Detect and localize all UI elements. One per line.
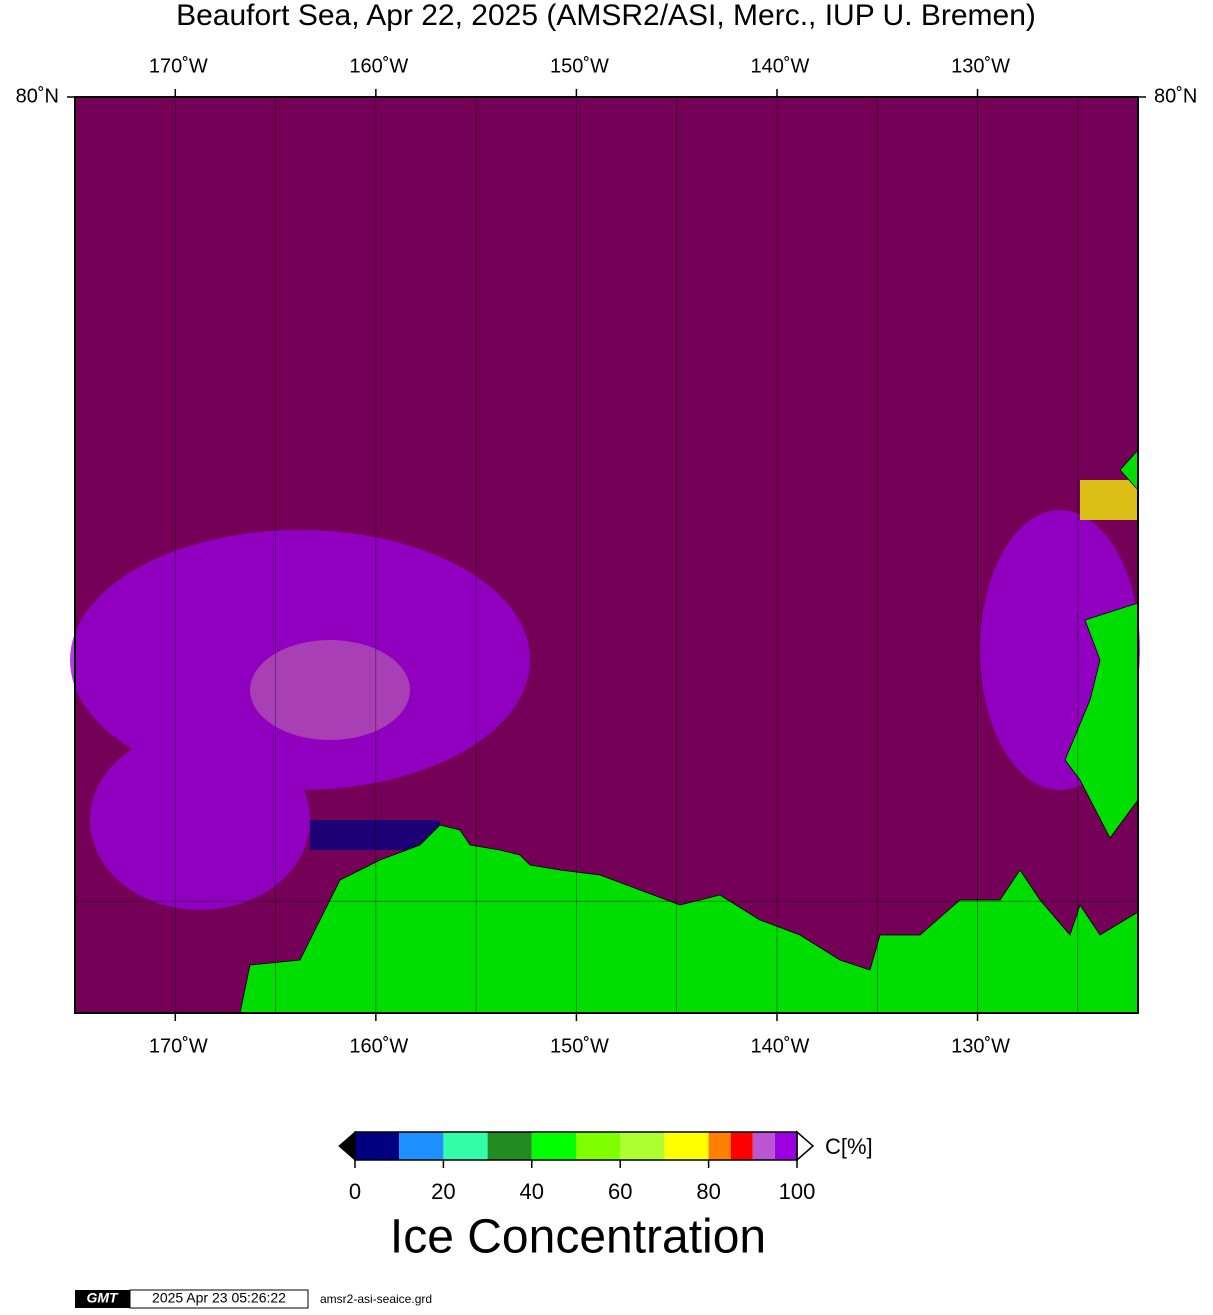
gmt-logo-box (75, 1290, 130, 1308)
land (239, 448, 1139, 1014)
colorbar: 0 20 40 60 80 100 (338, 1130, 816, 1204)
colorbar-low-arrow (338, 1130, 356, 1162)
ice-patch (1080, 480, 1138, 520)
ice-patch (90, 730, 310, 910)
file-name: amsr2-asi-seaice.grd (320, 1292, 432, 1306)
colorbar-bin (531, 1132, 576, 1160)
colorbar-unit: C[%] (825, 1134, 873, 1159)
colorbar-tick-label: 0 (349, 1179, 361, 1204)
axis-labels: 170˚W 170˚W 160˚W 160˚W 150˚W 150˚W 140˚W 140˚W… (16, 55, 1198, 1057)
colorbar-bin (774, 1132, 797, 1160)
colorbar-bin (664, 1132, 709, 1160)
colorbar-bin (752, 1132, 775, 1160)
x-tick-label: 170˚W (149, 55, 208, 77)
x-tick-label: 140˚W (751, 1035, 810, 1057)
y-tick-label: 80˚N (1154, 85, 1197, 107)
gmt-logo: GMT (86, 1290, 119, 1306)
alaska-coast (239, 824, 1139, 1014)
x-tick-label: 130˚W (951, 1035, 1010, 1057)
colorbar-bin (487, 1132, 532, 1160)
timestamp: 2025 Apr 23 05:26:22 (152, 1290, 286, 1306)
x-tick-label: 170˚W (149, 1035, 208, 1057)
x-tick-label: 160˚W (349, 55, 408, 77)
colorbar-bin (708, 1132, 731, 1160)
colorbar-bin (355, 1132, 400, 1160)
x-tick-label: 150˚W (550, 1035, 609, 1057)
ice-patch (310, 820, 440, 850)
colorbar-title: Ice Concentration (390, 1211, 766, 1264)
ice-patch (250, 640, 410, 740)
ice-patches (70, 480, 1140, 910)
colorbar-bin (620, 1132, 665, 1160)
colorbar-bin (399, 1132, 444, 1160)
colorbar-high-arrow (796, 1130, 815, 1162)
x-tick-label: 140˚W (751, 55, 810, 77)
colorbar-bin (730, 1132, 753, 1160)
x-tick-label: 130˚W (951, 55, 1010, 77)
colorbar-bin (443, 1132, 488, 1160)
colorbar-tick-label: 20 (431, 1179, 455, 1204)
x-tick-label: 150˚W (550, 55, 609, 77)
colorbar-tick-label: 100 (779, 1179, 816, 1204)
colorbar-tick-label: 60 (608, 1179, 632, 1204)
y-tick-label: 80˚N (16, 85, 59, 107)
colorbar-tick-label: 40 (520, 1179, 544, 1204)
colorbar-frame (354, 1131, 798, 1161)
colorbar-tick-label: 80 (696, 1179, 720, 1204)
map-frame (74, 96, 1139, 1014)
timestamp-box (129, 1289, 309, 1309)
x-tick-label: 160˚W (349, 1035, 408, 1057)
map-title: Beaufort Sea, Apr 22, 2025 (AMSR2/ASI, M… (176, 0, 1036, 32)
graticule (75, 97, 1138, 1013)
colorbar-bin (576, 1132, 621, 1160)
